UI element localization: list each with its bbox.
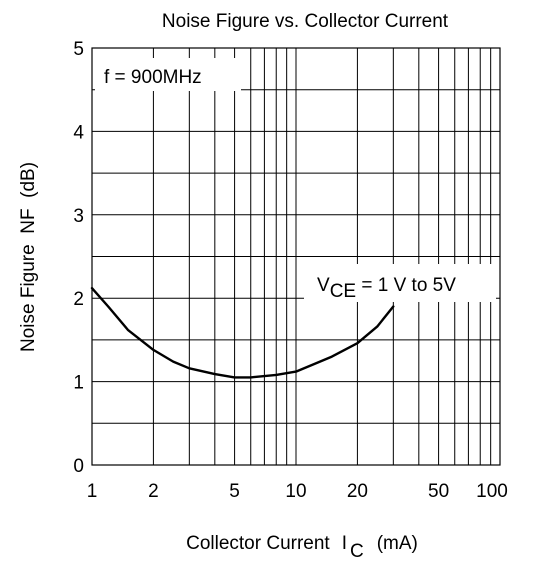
y-tick-labels: 0 1 2 3 4 5: [73, 39, 84, 477]
frequency-label-background: [95, 58, 241, 91]
x-tick-label: 1: [87, 481, 98, 502]
x-tick-label: 50: [428, 481, 449, 502]
condition-subscript: CE: [330, 281, 356, 302]
grid: [91, 47, 501, 466]
condition-symbol: V: [317, 275, 330, 296]
x-tick-label: 5: [229, 481, 240, 502]
y-tick-label: 1: [73, 373, 84, 394]
y-axis-label: Noise Figure NF (dB): [18, 162, 39, 352]
x-axis-label-prefix: Collector Current: [186, 533, 330, 554]
x-tick-label: 2: [148, 481, 159, 502]
x-axis-label-symbol: I: [342, 533, 347, 554]
x-axis-label: Collector Current I C (mA): [186, 533, 418, 562]
y-tick-label: 5: [73, 39, 84, 60]
noise-figure-curve: [90, 287, 395, 379]
condition-label-background: [304, 264, 496, 302]
y-tick-label: 0: [73, 456, 84, 477]
chart-title: Noise Figure vs. Collector Current: [162, 11, 449, 32]
y-tick-label: 4: [73, 122, 84, 143]
y-tick-label: 3: [73, 206, 84, 227]
x-tick-label: 20: [347, 481, 368, 502]
annotations: f = 900MHz VCE = 1 V to 5V: [95, 58, 496, 302]
condition-label: VCE = 1 V to 5V: [317, 275, 456, 302]
x-tick-label: 100: [476, 481, 508, 502]
condition-range: = 1 V to 5V: [356, 275, 456, 296]
x-axis-label-subscript: C: [350, 541, 364, 562]
frequency-label: f = 900MHz: [104, 67, 202, 88]
plot-frame: [91, 47, 501, 466]
y-tick-label: 2: [73, 289, 84, 310]
x-axis-label-unit: (mA): [377, 533, 418, 554]
x-tick-labels: 1 2 5 10 20 50 100: [87, 481, 508, 502]
x-tick-label: 10: [285, 481, 306, 502]
series-group: [90, 287, 395, 379]
